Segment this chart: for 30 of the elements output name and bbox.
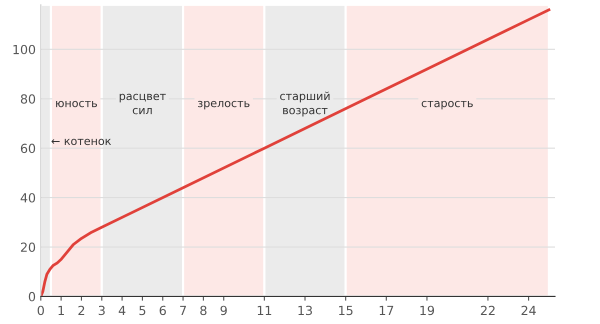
x-tick-label: 8 (200, 306, 207, 316)
x-tick-label: 6 (160, 306, 166, 316)
y-tick-label: 0 (28, 292, 36, 302)
x-tick-label: 5 (139, 306, 146, 316)
band-label: старость (422, 100, 473, 110)
x-tick-label: 11 (258, 306, 272, 315)
x-tick-label: 24 (522, 306, 536, 315)
y-tick-label: 20 (20, 242, 36, 252)
line-series (40, 8, 550, 296)
band-label: юность (56, 100, 97, 108)
x-tick-label: 1 (58, 306, 64, 315)
x-tick-label: 0 (38, 306, 44, 316)
x-tick-label: 15 (339, 306, 353, 316)
band-label: расцвет сил (120, 94, 166, 114)
band-label: ← котенок (52, 138, 112, 146)
y-tick-label: 80 (20, 94, 36, 104)
x-tick-label: 13 (298, 306, 312, 316)
band-label: старший возраст (280, 92, 330, 116)
x-tick-label: 4 (118, 306, 126, 315)
y-tick-label: 60 (20, 144, 36, 154)
x-tick-label: 22 (480, 306, 495, 315)
y-tick-label: 40 (20, 193, 36, 203)
x-tick-label: 19 (420, 306, 434, 316)
band-label: зрелость (198, 100, 250, 110)
y-tick-label: 100 (13, 44, 36, 54)
x-tick-label: 17 (380, 306, 394, 315)
x-tick-label: 9 (220, 306, 227, 316)
x-tick-label: 2 (78, 306, 84, 315)
x-tick-label: 3 (98, 306, 105, 316)
x-tick-label: 7 (180, 306, 186, 315)
